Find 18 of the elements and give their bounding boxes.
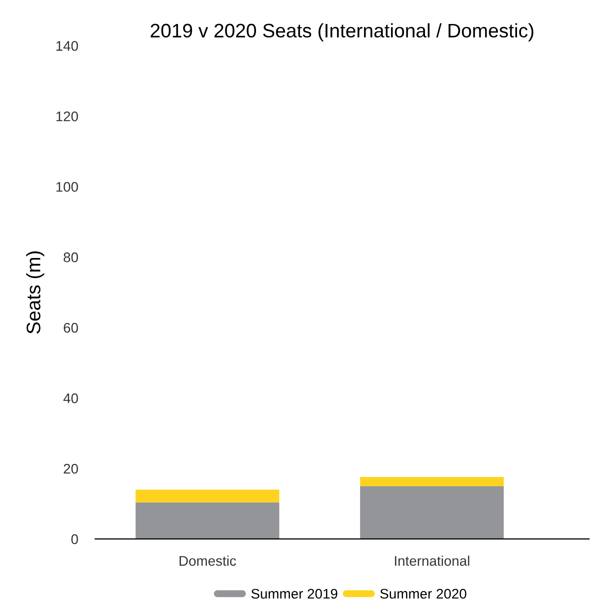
y-tick-label: 100 (56, 182, 78, 192)
bar (136, 490, 280, 502)
y-tick-label: 120 (56, 111, 78, 122)
y-tick-label: 140 (56, 41, 78, 51)
y-tick-label: 60 (64, 322, 78, 333)
x-tick-label: Domestic (180, 556, 236, 566)
chart-title: 2019 v 2020 Seats (International / Domestic) (150, 23, 534, 42)
legend-label: Summer 2019 (251, 588, 338, 599)
legend-label: Summer 2020 (380, 588, 466, 599)
bar (136, 502, 280, 539)
y-axis-title: Seats (m) (26, 251, 44, 334)
y-tick-label: 0 (71, 534, 78, 544)
y-tick-label: 20 (64, 464, 78, 474)
x-tick-label: International (394, 556, 470, 566)
y-tick-label: 80 (64, 252, 78, 262)
bar (360, 476, 504, 486)
y-tick-label: 40 (63, 393, 78, 404)
bar (360, 486, 504, 539)
